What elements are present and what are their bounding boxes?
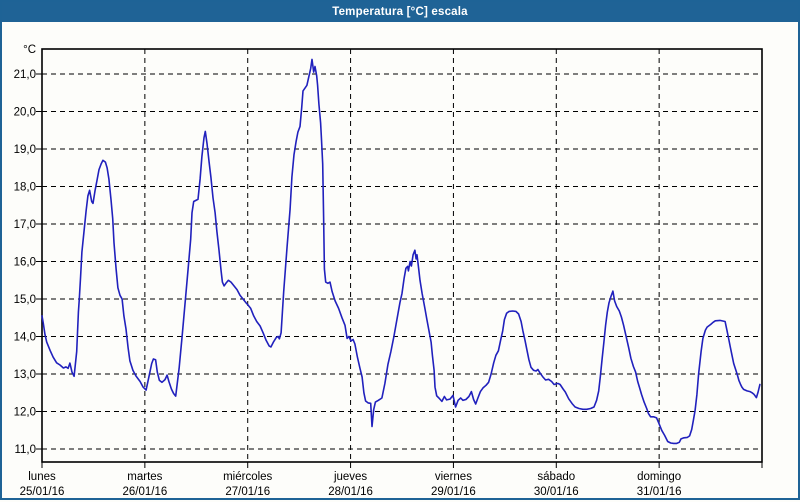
svg-text:21,0: 21,0 (14, 69, 36, 81)
plot-area (42, 49, 762, 462)
window-title-bar[interactable]: Temperatura [°C] escala (2, 2, 798, 22)
x-axis-day-labels: lunes 25/01/16 martes 26/01/16 miércoles 27/0… (20, 471, 682, 498)
gridlines (36, 49, 763, 468)
day-name-label: miércoles (223, 471, 272, 483)
day-date-label: 30/01/16 (534, 486, 579, 498)
svg-text:16,0: 16,0 (14, 257, 36, 269)
temperature-series-line (41, 58, 761, 445)
svg-text:18,0: 18,0 (14, 182, 36, 194)
day-name-label: viernes (435, 471, 472, 483)
day-name-label: sábado (537, 471, 575, 483)
svg-text:13,0: 13,0 (14, 369, 36, 381)
y-axis-unit-label: °C (23, 44, 36, 56)
day-date-label: 27/01/16 (225, 486, 270, 498)
day-name-label: lunes (28, 471, 56, 483)
svg-text:12,0: 12,0 (14, 407, 36, 419)
svg-text:14,0: 14,0 (14, 332, 36, 344)
day-name-label: jueves (333, 471, 367, 483)
day-date-label: 31/01/16 (637, 486, 682, 498)
day-date-label: 25/01/16 (20, 486, 65, 498)
svg-text:19,0: 19,0 (14, 144, 36, 156)
svg-text:15,0: 15,0 (14, 294, 36, 306)
day-date-label: 26/01/16 (122, 486, 167, 498)
svg-text:11,0: 11,0 (14, 444, 36, 456)
y-axis-labels: 11,0 12,0 13,0 14,0 15,0 16,0 17,0 18,0 19,0 20,0… (14, 69, 36, 456)
day-date-label: 29/01/16 (431, 486, 476, 498)
day-name-label: domingo (637, 471, 681, 483)
window-title: Temperatura [°C] escala (332, 6, 468, 18)
day-name-label: martes (127, 471, 162, 483)
plot-border (41, 48, 763, 463)
svg-text:20,0: 20,0 (14, 107, 36, 119)
day-date-label: 28/01/16 (328, 486, 373, 498)
svg-text:17,0: 17,0 (14, 219, 36, 231)
